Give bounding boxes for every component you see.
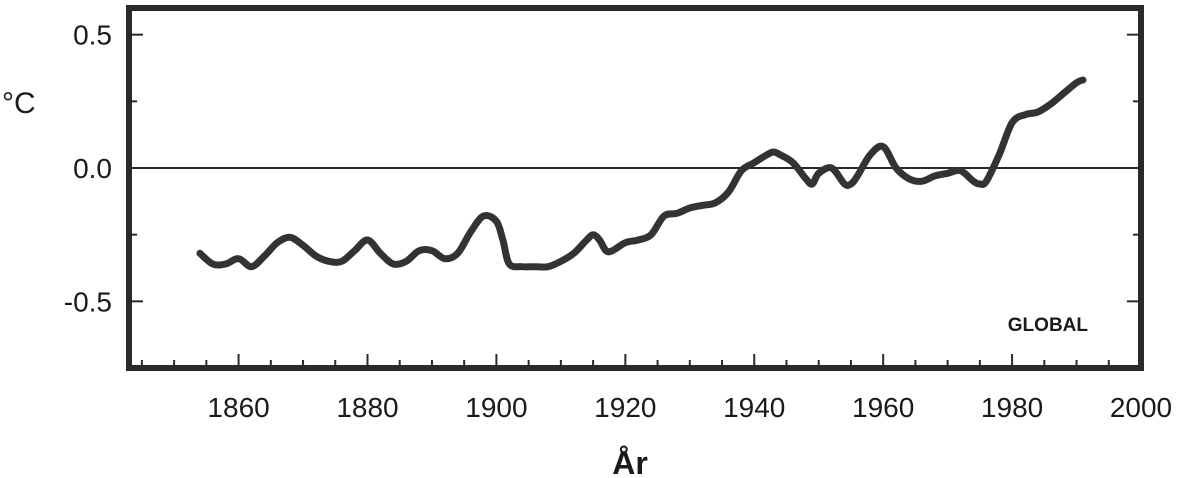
global-temperature-line — [196, 76, 1087, 271]
x-tick-label: 1880 — [336, 392, 398, 423]
x-tick-label: 1980 — [981, 392, 1043, 423]
region-annotation: GLOBAL — [1008, 315, 1089, 336]
axis-tick-labels: 1860 1880 1900 1920 1940 1960 1980 2000 0.5 0.0 -0… — [64, 20, 1172, 423]
x-tick-label: 1900 — [465, 392, 527, 423]
y-tick-label: 0.5 — [73, 20, 112, 51]
x-tick-label: 2000 — [1110, 392, 1172, 423]
x-tick-label: 1860 — [207, 392, 269, 423]
plot-area — [126, 5, 1144, 371]
plot-border — [126, 5, 1144, 371]
y-tick-label: 0.0 — [73, 153, 112, 184]
x-tick-label: 1920 — [594, 392, 656, 423]
axis-ticks — [129, 33, 1141, 369]
x-tick-label: 1940 — [723, 392, 785, 423]
x-axis-label: År — [612, 445, 648, 478]
y-axis-unit-label: °C — [2, 87, 36, 120]
series-layer — [196, 76, 1087, 271]
y-tick-label: -0.5 — [64, 286, 112, 317]
x-tick-label: 1960 — [852, 392, 914, 423]
